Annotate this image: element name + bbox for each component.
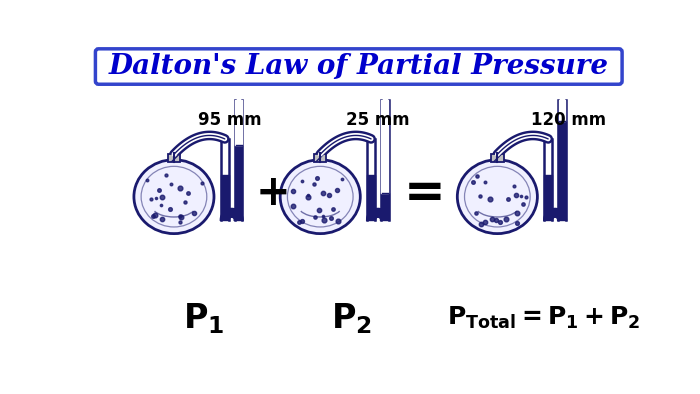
Ellipse shape bbox=[134, 160, 214, 234]
Text: $\mathbf{P_{Total} = P_1 + P_2}$: $\mathbf{P_{Total} = P_1 + P_2}$ bbox=[447, 305, 640, 331]
Text: =: = bbox=[403, 169, 445, 217]
Text: 95 mm: 95 mm bbox=[198, 111, 262, 129]
Polygon shape bbox=[221, 209, 242, 220]
Ellipse shape bbox=[280, 160, 360, 234]
Polygon shape bbox=[368, 209, 388, 220]
Polygon shape bbox=[545, 209, 566, 220]
Bar bbox=[168, 154, 180, 162]
Text: 120 mm: 120 mm bbox=[531, 111, 606, 129]
Text: +: + bbox=[255, 172, 290, 214]
Text: Dalton's Law of Partial Pressure: Dalton's Law of Partial Pressure bbox=[108, 53, 609, 80]
Text: 25 mm: 25 mm bbox=[346, 111, 410, 129]
Bar bbox=[491, 154, 503, 162]
FancyBboxPatch shape bbox=[95, 49, 622, 84]
Text: $\mathbf{P_1}$: $\mathbf{P_1}$ bbox=[183, 301, 224, 336]
Text: $\mathbf{P_2}$: $\mathbf{P_2}$ bbox=[330, 301, 372, 336]
Bar bbox=[314, 154, 326, 162]
Ellipse shape bbox=[457, 160, 538, 234]
